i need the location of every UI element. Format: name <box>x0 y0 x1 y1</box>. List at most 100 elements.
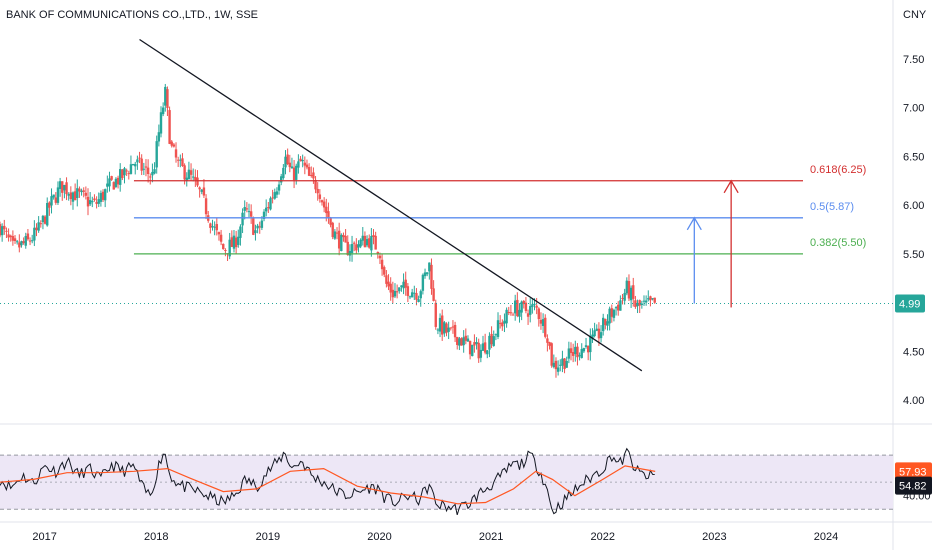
candle-body[interactable] <box>174 149 178 158</box>
candle-body[interactable] <box>267 207 270 209</box>
candle-body[interactable] <box>269 198 272 210</box>
candle-body[interactable] <box>5 230 8 232</box>
candle-body[interactable] <box>496 320 500 337</box>
candle-body[interactable] <box>488 335 491 350</box>
candle-body[interactable] <box>219 234 223 242</box>
candle-body[interactable] <box>432 288 435 301</box>
candle-body[interactable] <box>453 324 457 338</box>
candle-body[interactable] <box>417 299 420 302</box>
candle-body[interactable] <box>617 304 620 311</box>
candle-body[interactable] <box>561 358 564 366</box>
candle-body[interactable] <box>327 211 330 219</box>
candle-body[interactable] <box>166 89 169 108</box>
candle-body[interactable] <box>342 234 345 238</box>
candle-body[interactable] <box>112 182 115 190</box>
candle-body[interactable] <box>632 285 635 299</box>
candle-body[interactable] <box>556 367 560 372</box>
candle-body[interactable] <box>636 302 639 307</box>
candle-body[interactable] <box>155 141 158 168</box>
candle-body[interactable] <box>41 215 45 223</box>
candle-body[interactable] <box>389 283 392 293</box>
candle-body[interactable] <box>419 291 422 299</box>
candle-body[interactable] <box>273 192 276 199</box>
candle-body[interactable] <box>262 211 266 219</box>
candle-body[interactable] <box>651 298 654 300</box>
candle-body[interactable] <box>445 323 448 333</box>
candle-body[interactable] <box>129 164 133 174</box>
candle-body[interactable] <box>475 341 478 345</box>
candle-body[interactable] <box>400 285 403 287</box>
candle-body[interactable] <box>13 238 17 241</box>
candle-body[interactable] <box>275 191 279 195</box>
candle-body[interactable] <box>56 187 60 203</box>
candle-body[interactable] <box>194 177 197 180</box>
candle-body[interactable] <box>146 167 150 175</box>
candle-body[interactable] <box>541 319 545 326</box>
candle-body[interactable] <box>595 328 598 331</box>
candle-body[interactable] <box>462 337 465 346</box>
candle-body[interactable] <box>378 255 382 259</box>
candle-body[interactable] <box>526 313 530 317</box>
candle-body[interactable] <box>58 181 62 189</box>
candle-body[interactable] <box>76 188 79 199</box>
candle-body[interactable] <box>103 189 107 201</box>
candle-body[interactable] <box>228 239 231 257</box>
candle-body[interactable] <box>391 289 395 298</box>
candle-body[interactable] <box>170 141 173 146</box>
candle-body[interactable] <box>492 336 495 346</box>
candle-body[interactable] <box>299 158 302 162</box>
candle-body[interactable] <box>264 207 268 212</box>
candle-body[interactable] <box>580 349 583 358</box>
candle-body[interactable] <box>647 298 650 300</box>
candle-body[interactable] <box>52 194 55 198</box>
candle-body[interactable] <box>200 189 203 192</box>
candle-body[interactable] <box>385 275 388 284</box>
candle-body[interactable] <box>546 338 549 343</box>
candle-body[interactable] <box>604 318 607 326</box>
candle-body[interactable] <box>181 158 184 166</box>
candle-body[interactable] <box>211 226 214 228</box>
candle-body[interactable] <box>234 237 238 248</box>
candle-body[interactable] <box>640 303 644 305</box>
candle-body[interactable] <box>410 292 414 298</box>
candle-body[interactable] <box>372 235 375 237</box>
candle-body[interactable] <box>28 240 32 242</box>
candle-body[interactable] <box>9 235 12 238</box>
candle-body[interactable] <box>574 346 577 355</box>
candle-body[interactable] <box>490 333 493 345</box>
candle-body[interactable] <box>503 320 506 324</box>
candle-body[interactable] <box>507 312 510 314</box>
candle-body[interactable] <box>653 297 656 303</box>
candle-body[interactable] <box>582 348 586 352</box>
candle-body[interactable] <box>380 259 384 270</box>
candle-body[interactable] <box>0 226 4 236</box>
candle-body[interactable] <box>78 188 81 192</box>
candle-body[interactable] <box>86 196 90 207</box>
candle-body[interactable] <box>606 321 609 326</box>
candle-body[interactable] <box>48 202 51 208</box>
candle-body[interactable] <box>69 192 73 200</box>
candle-body[interactable] <box>131 163 135 166</box>
candle-body[interactable] <box>539 319 543 324</box>
candle-body[interactable] <box>623 292 626 301</box>
candle-body[interactable] <box>63 185 66 191</box>
candle-body[interactable] <box>39 223 42 225</box>
candle-body[interactable] <box>466 338 470 342</box>
candle-body[interactable] <box>486 350 489 355</box>
candle-body[interactable] <box>88 200 92 205</box>
candle-body[interactable] <box>224 249 227 251</box>
candle-body[interactable] <box>460 338 463 346</box>
candle-body[interactable] <box>597 328 601 339</box>
candle-body[interactable] <box>449 327 452 329</box>
candle-body[interactable] <box>245 208 249 210</box>
candle-body[interactable] <box>179 159 182 161</box>
candle-body[interactable] <box>297 161 300 168</box>
candle-body[interactable] <box>619 300 622 311</box>
candle-body[interactable] <box>310 174 313 176</box>
candle-body[interactable] <box>627 281 631 299</box>
candle-body[interactable] <box>151 171 154 176</box>
candle-body[interactable] <box>20 241 23 246</box>
candle-body[interactable] <box>584 345 588 347</box>
candle-body[interactable] <box>531 304 534 308</box>
